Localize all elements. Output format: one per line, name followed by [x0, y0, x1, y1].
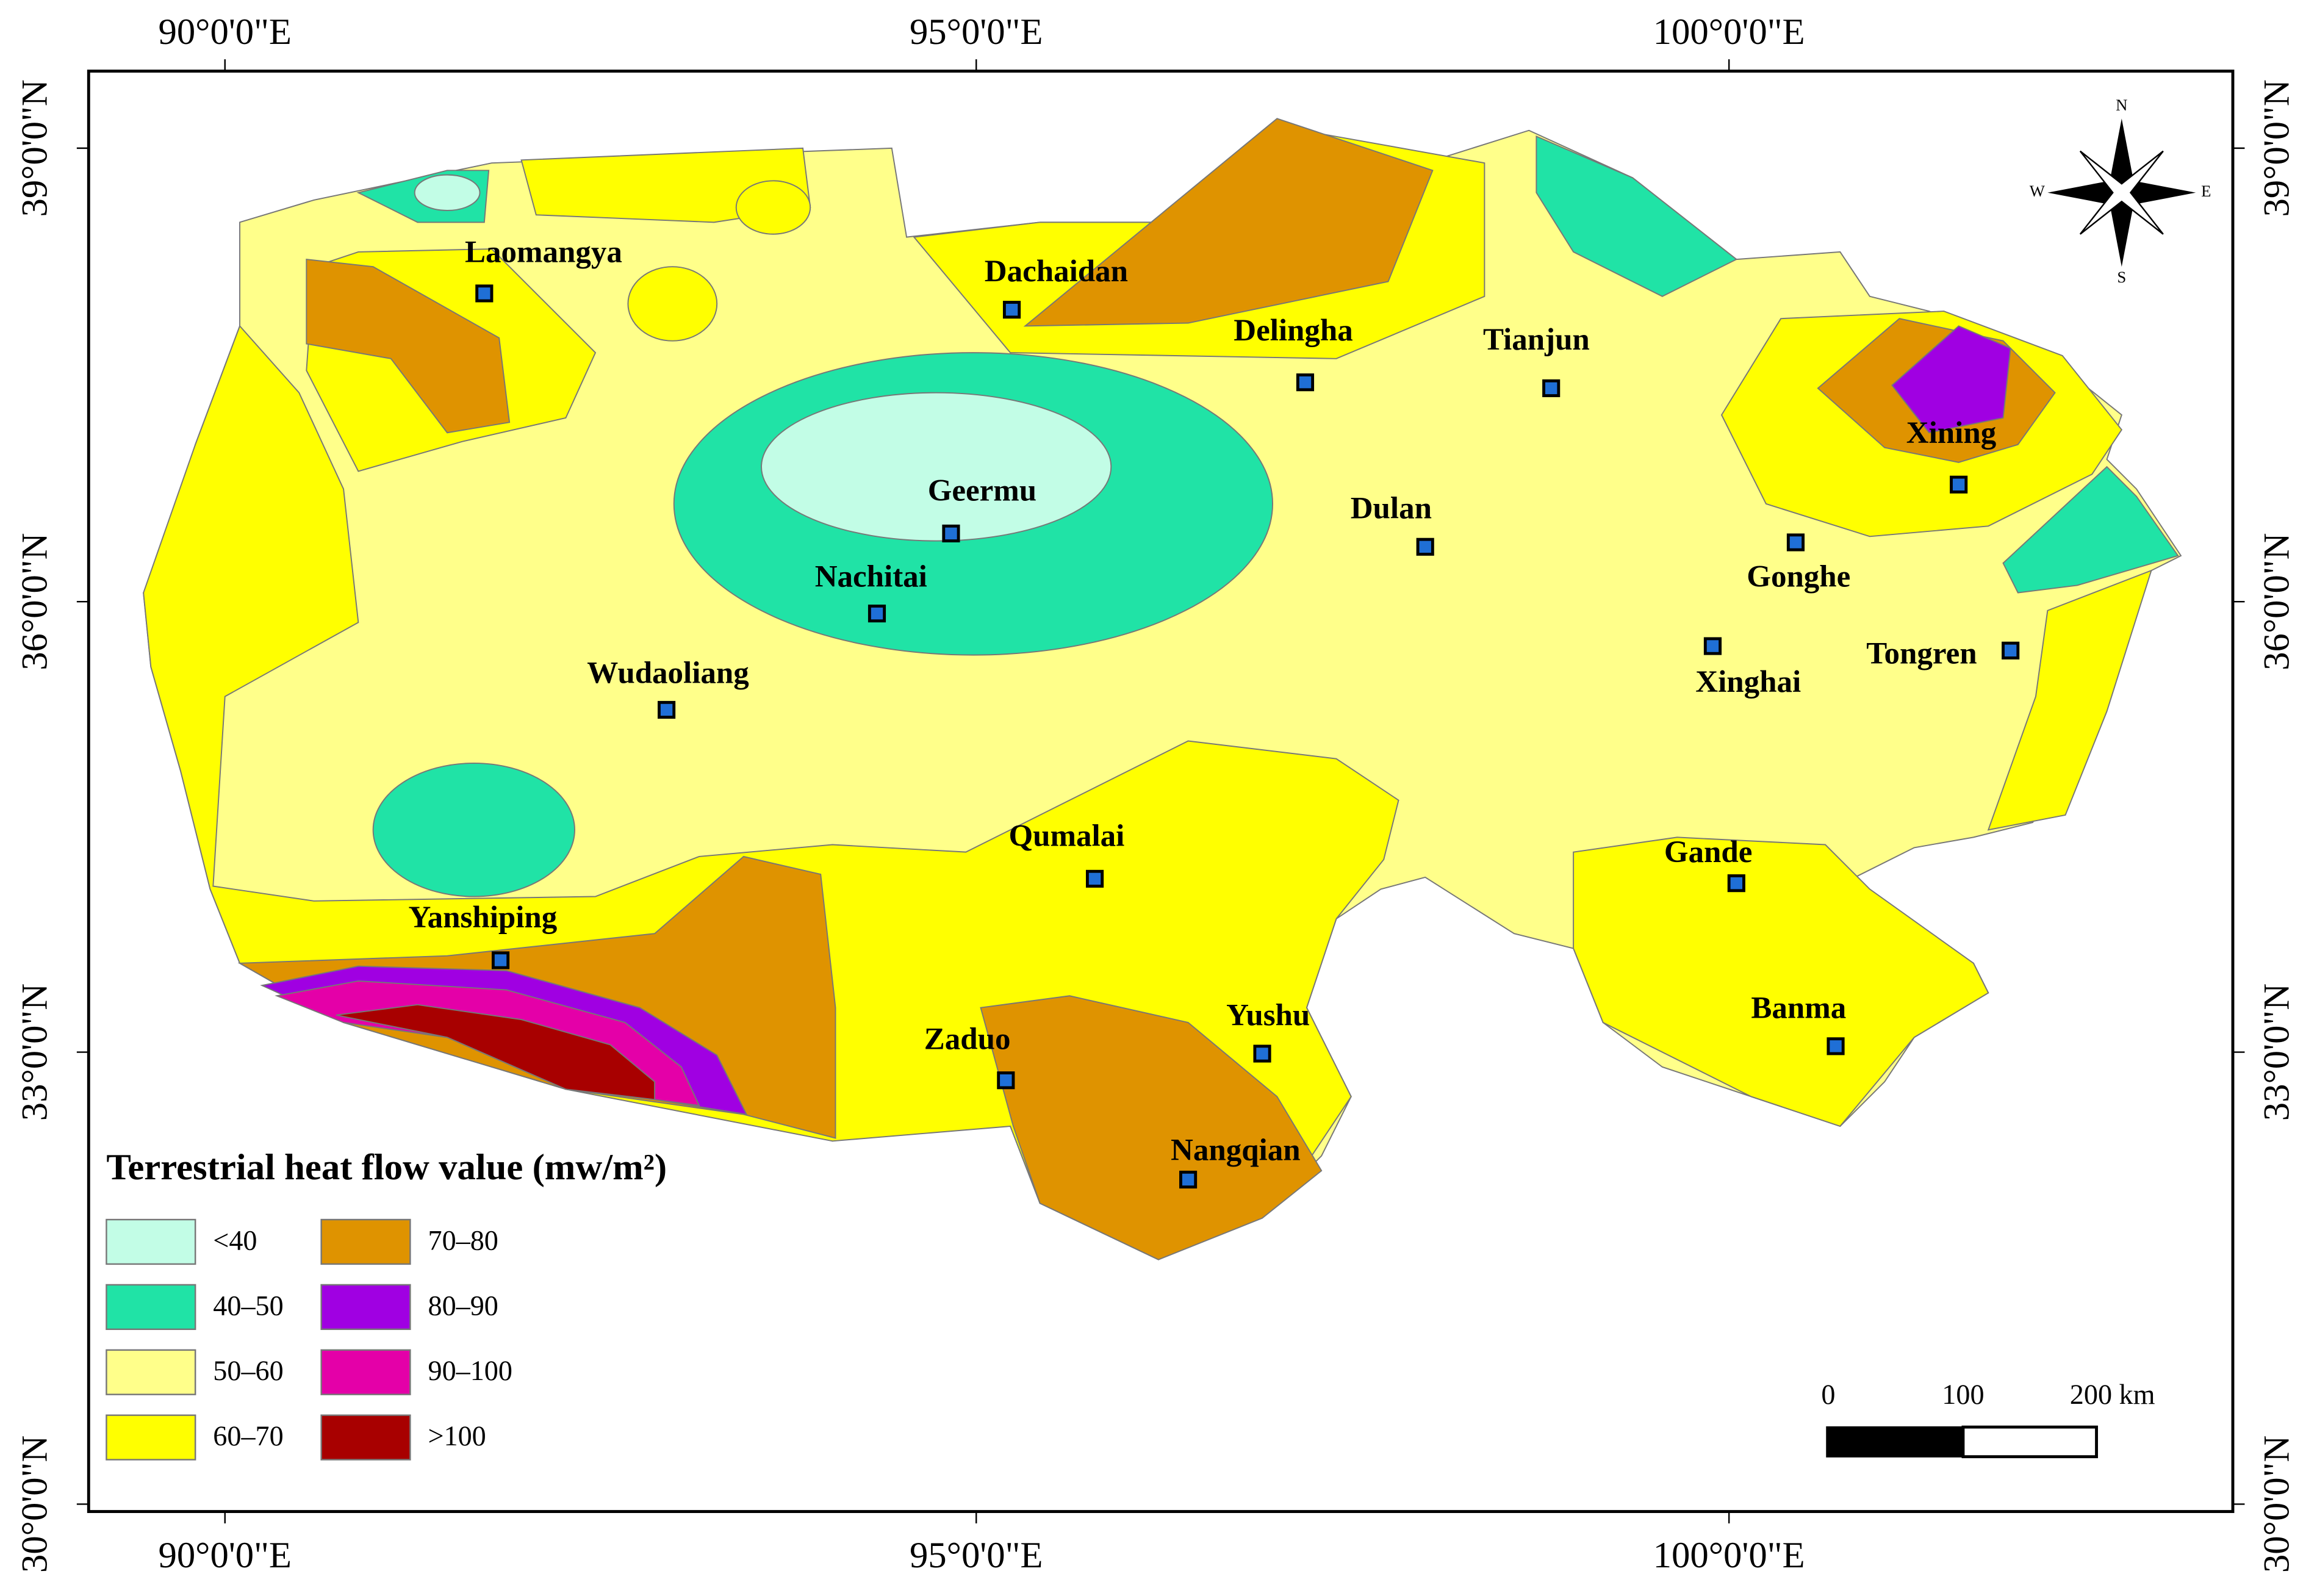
zone-80-90 — [1891, 325, 2011, 434]
lon-label: 95°0'0"E — [910, 12, 1043, 52]
lon-label: 95°0'0"E — [910, 1535, 1043, 1576]
city-label: Delingha — [1234, 314, 1353, 348]
zone-60-70 — [735, 180, 811, 235]
city-marker — [491, 951, 510, 969]
city-marker — [1827, 1037, 1845, 1055]
legend-swatch — [320, 1284, 411, 1330]
lat-label: 33°0'0"N — [15, 983, 56, 1121]
zone-40-50 — [1536, 135, 1738, 297]
legend-swatch — [106, 1349, 196, 1395]
lat-label: 30°0'0"N — [2257, 1436, 2297, 1573]
legend-label: 40–50 — [213, 1290, 283, 1321]
zone-70-80 — [306, 258, 511, 434]
city-label: Dachaidan — [985, 254, 1128, 289]
city-marker — [1253, 1044, 1271, 1063]
city-label: Yanshiping — [408, 900, 557, 935]
legend-swatch — [106, 1284, 196, 1330]
city-label: Qumalai — [1008, 819, 1124, 853]
zone-60-70 — [1573, 836, 1989, 1127]
regions — [143, 118, 2182, 1260]
compass-letter: N — [2116, 96, 2127, 114]
legend-swatch — [106, 1414, 196, 1461]
lat-label: 39°0'0"N — [15, 79, 56, 217]
compass-star — [2079, 150, 2164, 235]
zone-60-70 — [1987, 569, 2152, 831]
city-marker — [1950, 475, 1968, 494]
city-marker — [1296, 373, 1315, 392]
lon-label: 100°0'0"E — [1653, 1535, 1805, 1576]
zone-70-80 — [980, 995, 1323, 1260]
city-marker — [868, 605, 886, 623]
frame — [87, 70, 2235, 1513]
city-marker — [1179, 1170, 1198, 1189]
city-label: Xinghai — [1695, 665, 1801, 699]
city-marker — [658, 700, 676, 719]
city-label: Tongren — [1866, 637, 1977, 671]
legend-label: 70–80 — [428, 1224, 498, 1256]
city-label: Tianjun — [1483, 323, 1590, 357]
zone-40-50 — [372, 762, 575, 897]
zone-below-40 — [761, 392, 1112, 542]
zone-70-80 — [1023, 118, 1434, 327]
legend-label: <40 — [213, 1224, 257, 1256]
lat-label: 30°0'0"N — [15, 1436, 56, 1573]
scale-label: 100 — [1942, 1379, 1984, 1410]
city-marker — [942, 524, 960, 543]
legend-label: 90–100 — [428, 1355, 512, 1386]
city-marker — [997, 1071, 1015, 1090]
city-label: Zaduo — [924, 1022, 1011, 1056]
city-marker — [1727, 874, 1745, 893]
city-label: Banma — [1751, 991, 1846, 1025]
zone-60-70 — [627, 266, 718, 342]
city-marker — [1786, 533, 1805, 552]
zone-above-100 — [336, 1004, 656, 1101]
compass-letter: W — [2030, 182, 2046, 200]
legend-label: >100 — [428, 1420, 486, 1451]
city-marker — [1002, 301, 1021, 319]
city-label: Yushu — [1226, 998, 1310, 1032]
lon-label: 100°0'0"E — [1653, 12, 1805, 52]
scale-bar — [1961, 1425, 2098, 1459]
lat-label: 36°0'0"N — [2257, 533, 2297, 670]
city-label: Nangqian — [1171, 1133, 1301, 1167]
city-label: Wudaoliang — [587, 656, 749, 690]
city-label: Nachitai — [815, 559, 927, 594]
city-label: Dulan — [1351, 492, 1432, 526]
city-marker — [475, 284, 494, 303]
scale-bar — [1826, 1426, 1964, 1458]
lat-label: 33°0'0"N — [2257, 983, 2297, 1121]
legend-swatch — [320, 1349, 411, 1395]
city-marker — [1085, 869, 1104, 888]
legend-title: Terrestrial heat flow value (mw/m²) — [106, 1147, 667, 1188]
legend-label: 80–90 — [428, 1290, 498, 1321]
city-marker — [1416, 537, 1434, 556]
scale-label: 200 km — [2070, 1379, 2155, 1410]
scale-label: 0 — [1821, 1379, 1835, 1410]
city-marker — [2002, 641, 2020, 660]
city-label: Gonghe — [1747, 559, 1850, 594]
compass-letter: E — [2201, 182, 2211, 200]
legend-label: 50–60 — [213, 1355, 283, 1386]
legend-swatch — [320, 1414, 411, 1461]
lat-label: 39°0'0"N — [2257, 79, 2297, 217]
city-label: Gande — [1664, 835, 1753, 869]
compass-letter: S — [2117, 268, 2126, 286]
zone-below-40 — [414, 174, 481, 211]
city-label: Xining — [1906, 416, 1996, 450]
legend-label: 60–70 — [213, 1420, 283, 1451]
city-label: Geermu — [928, 474, 1036, 508]
city-marker — [1542, 379, 1561, 397]
city-marker — [1703, 637, 1722, 655]
lat-label: 36°0'0"N — [15, 533, 56, 670]
city-label: Laomangya — [465, 235, 622, 269]
legend-swatch — [106, 1218, 196, 1265]
zone-40-50 — [2002, 466, 2179, 594]
legend-swatch — [320, 1218, 411, 1265]
lon-label: 90°0'0"E — [158, 12, 292, 52]
lon-label: 90°0'0"E — [158, 1535, 292, 1576]
